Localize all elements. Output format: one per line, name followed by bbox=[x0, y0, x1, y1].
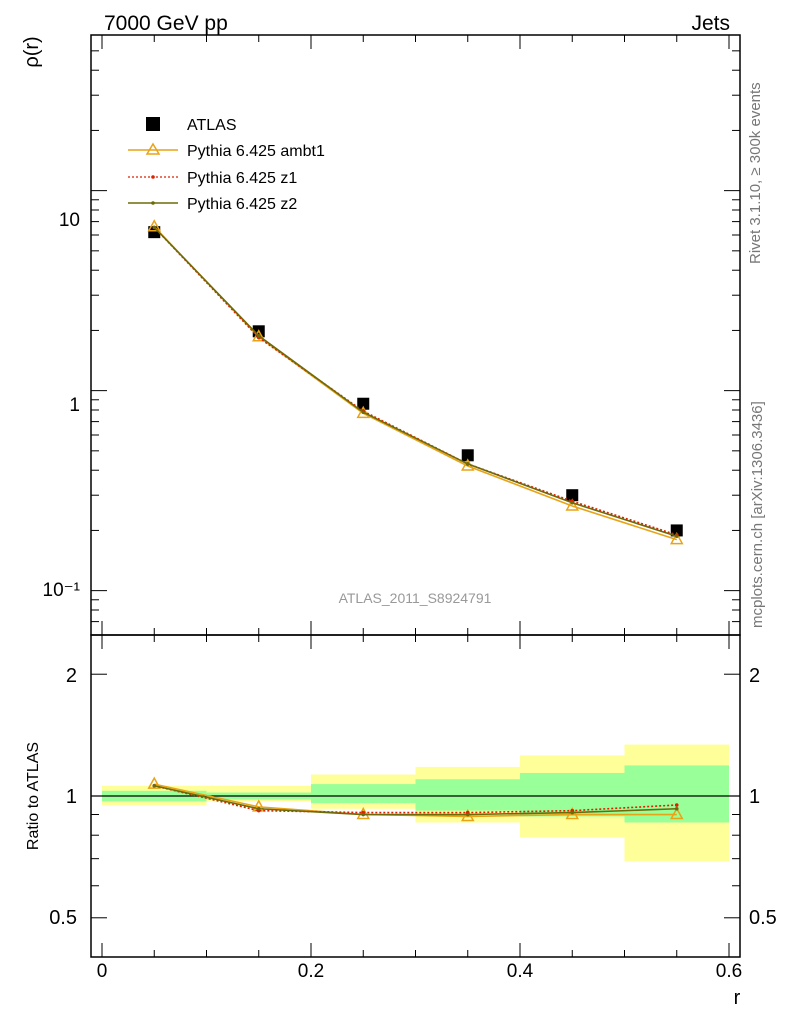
legend-label-ambt1: Pythia 6.425 ambt1 bbox=[187, 143, 325, 160]
main-axis-ticks bbox=[91, 34, 740, 636]
data-point-pythia-6-425-z2 bbox=[570, 500, 575, 505]
header-right-title: Jets bbox=[691, 12, 730, 35]
ratio-panel: Ratio to ATLAS 2 1 0.5 2 1 0.5 0 0.2 0.4… bbox=[25, 634, 777, 1009]
ratio-point-pythia-6-425-ambt1 bbox=[147, 776, 162, 789]
main-ytick-label-0.1: 10⁻¹ bbox=[43, 580, 81, 601]
data-point-pythia-6-425-ambt1 bbox=[356, 405, 371, 419]
ratio-ytick-label-1: 1 bbox=[66, 786, 77, 808]
uncertainty-band-green bbox=[311, 784, 416, 804]
ratio-ytick-label-right-2: 2 bbox=[749, 665, 760, 687]
main-data-layer bbox=[147, 219, 684, 545]
source-label: mcplots.cern.ch [arXiv:1306.3436] bbox=[749, 401, 766, 628]
legend-label-z2: Pythia 6.425 z2 bbox=[187, 196, 297, 213]
data-point-pythia-6-425-z2 bbox=[465, 462, 470, 466]
series-line-pythia-6-425-z2 bbox=[153, 226, 677, 538]
xtick-label-0.4: 0.4 bbox=[507, 961, 534, 982]
ratio-point-pythia-6-425-z1 bbox=[674, 803, 679, 807]
data-point-atlas bbox=[566, 489, 579, 502]
ratio-point-pythia-6-425-z2 bbox=[570, 810, 575, 815]
ratio-axis-ticks bbox=[91, 635, 740, 957]
ratio-ytick-label-2: 2 bbox=[66, 665, 77, 687]
main-ytick-label-1: 1 bbox=[69, 395, 80, 416]
ratio-line-pythia-6-425-z2 bbox=[154, 784, 677, 816]
data-point-pythia-6-425-z2 bbox=[256, 333, 261, 338]
series-line-pythia-6-425-ambt1 bbox=[153, 226, 677, 541]
xtick-label-0.6: 0.6 bbox=[716, 961, 742, 982]
ratio-point-pythia-6-425-ambt1 bbox=[460, 808, 475, 822]
legend-label-atlas: ATLAS bbox=[187, 117, 237, 134]
xtick-label-0.2: 0.2 bbox=[298, 961, 324, 982]
main-panel: ρ(r) 10 1 10⁻¹ ATLAS Pythia 6.425 ambt1 … bbox=[21, 34, 741, 636]
data-point-atlas bbox=[670, 524, 683, 537]
ratio-line-pythia-6-425-ambt1 bbox=[154, 783, 677, 818]
x-axis-label: r bbox=[734, 987, 741, 1009]
uncertainty-band-green bbox=[415, 779, 520, 811]
ratio-point-pythia-6-425-ambt1 bbox=[669, 806, 684, 820]
ratio-point-pythia-6-425-z2 bbox=[256, 806, 261, 811]
data-point-pythia-6-425-z2 bbox=[361, 410, 366, 415]
series-line-pythia-6-425-z1 bbox=[153, 226, 677, 536]
legend: ATLAS Pythia 6.425 ambt1 Pythia 6.425 z1… bbox=[128, 117, 325, 213]
data-point-pythia-6-425-ambt1 bbox=[669, 532, 684, 545]
data-point-pythia-6-425-ambt1 bbox=[147, 219, 162, 232]
legend-marker-z2 bbox=[151, 201, 155, 205]
main-ytick-label-10: 10 bbox=[59, 210, 80, 231]
ratio-ytick-label-right-0.5: 0.5 bbox=[749, 907, 777, 929]
main-y-axis-label: ρ(r) bbox=[21, 36, 43, 67]
legend-label-z1: Pythia 6.425 z1 bbox=[187, 170, 297, 187]
rivet-label: Rivet 3.1.10, ≥ 300k events bbox=[747, 82, 764, 264]
analysis-watermark: ATLAS_2011_S8924791 bbox=[339, 590, 492, 606]
legend-marker-atlas bbox=[146, 117, 160, 131]
data-point-pythia-6-425-z2 bbox=[674, 534, 679, 539]
header-left-title: 7000 GeV pp bbox=[104, 12, 228, 35]
ratio-point-pythia-6-425-ambt1 bbox=[356, 806, 371, 820]
data-point-atlas bbox=[357, 397, 370, 410]
data-point-atlas bbox=[461, 449, 474, 462]
ratio-line-pythia-6-425-z1 bbox=[154, 784, 677, 814]
data-point-pythia-6-425-z2 bbox=[152, 225, 157, 230]
legend-marker-ambt1 bbox=[145, 142, 161, 155]
ratio-ytick-label-0.5: 0.5 bbox=[49, 907, 77, 929]
ratio-ytick-label-right-1: 1 bbox=[749, 786, 760, 808]
uncertainty-band-green bbox=[624, 765, 729, 823]
ratio-point-pythia-6-425-z2 bbox=[465, 812, 470, 817]
ratio-point-pythia-6-425-z2 bbox=[674, 806, 679, 811]
legend-marker-z1 bbox=[151, 175, 155, 179]
ratio-y-axis-label: Ratio to ATLAS bbox=[25, 742, 42, 850]
ratio-point-pythia-6-425-z2 bbox=[361, 812, 366, 817]
data-point-pythia-6-425-ambt1 bbox=[565, 498, 580, 511]
ratio-point-pythia-6-425-ambt1 bbox=[565, 806, 580, 820]
ratio-data-layer bbox=[91, 744, 740, 862]
xtick-label-0: 0 bbox=[97, 961, 108, 982]
ratio-point-pythia-6-425-z2 bbox=[152, 783, 157, 788]
